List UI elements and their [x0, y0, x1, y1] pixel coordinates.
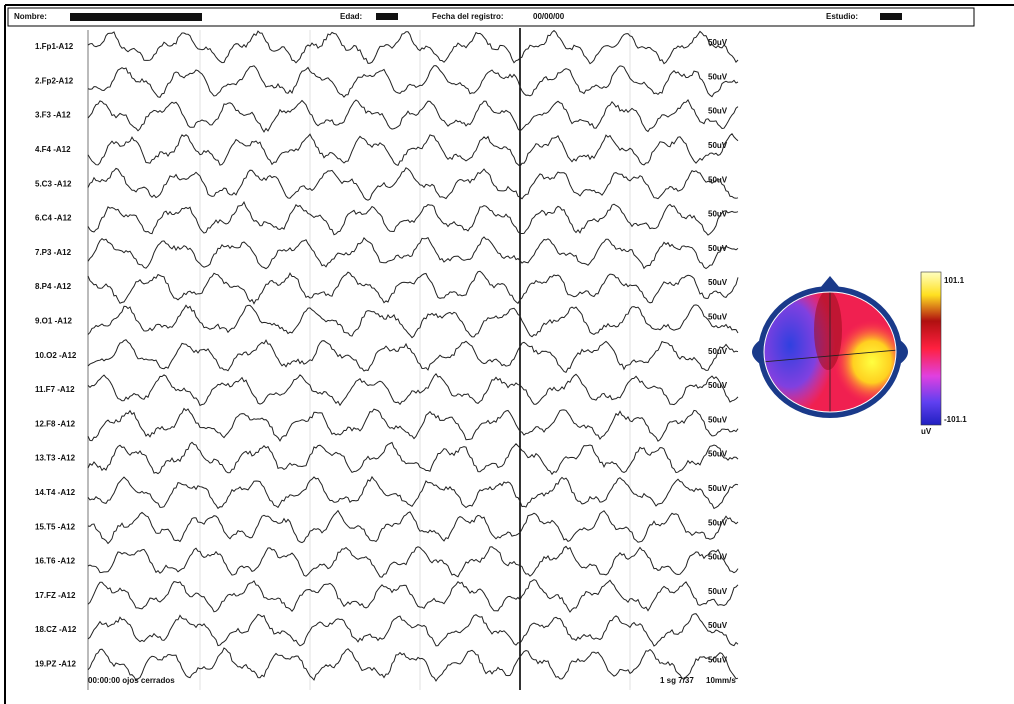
- channel-label: 15.T5 -A12: [35, 522, 76, 531]
- channel-label: 5.C3 -A12: [35, 179, 72, 188]
- eeg-page: Nombre: Edad: Fecha del registro: 00/00/…: [0, 0, 1014, 704]
- eeg-trace: [88, 648, 738, 681]
- event-label: 00:00:00 ojos cerrados: [88, 676, 175, 685]
- eeg-trace: [88, 409, 738, 442]
- channel-label: 14.T4 -A12: [35, 488, 76, 497]
- channel-scale: 50uV: [708, 415, 728, 424]
- channel-label: 11.F7 -A12: [35, 385, 75, 394]
- redaction: [70, 13, 202, 21]
- scale-min: -101.1: [944, 415, 967, 424]
- channel-scale: 50uV: [708, 313, 728, 322]
- date-label: Fecha del registro:: [432, 12, 504, 21]
- eeg-trace: [88, 237, 738, 269]
- channel-label: 6.C4 -A12: [35, 214, 72, 223]
- channel-label: 19.PZ -A12: [35, 660, 76, 669]
- eeg-trace: [88, 31, 738, 64]
- channel-scale: 50uV: [708, 107, 728, 116]
- channel-scale: 50uV: [708, 278, 728, 287]
- eeg-trace: [88, 168, 738, 200]
- channel-scale: 50uV: [708, 484, 728, 493]
- eeg-trace: [88, 546, 738, 577]
- channel-scale: 50uV: [708, 621, 728, 630]
- channel-label: 4.F4 -A12: [35, 145, 71, 154]
- channel-scale: 50uV: [708, 72, 728, 81]
- date: 00/00/00: [533, 12, 565, 21]
- channel-scale: 50uV: [708, 587, 728, 596]
- scale-max: 101.1: [944, 276, 965, 285]
- eeg-trace: [88, 134, 738, 167]
- eeg-trace: [88, 442, 738, 474]
- eeg-trace: [88, 305, 738, 338]
- eeg-trace: [88, 580, 738, 612]
- name-label: Nombre:: [14, 12, 47, 21]
- age-label: Edad:: [340, 12, 362, 21]
- channel-scale: 50uV: [708, 553, 728, 562]
- channel-label: 10.O2 -A12: [35, 351, 77, 360]
- map-dark: [814, 290, 842, 370]
- channel-scale: 50uV: [708, 518, 728, 527]
- speed: 10mm/s: [706, 676, 736, 685]
- eeg-traces: 1.Fp1-A12 50uV 2.Fp2-A12 50uV 3.F3 -A12 50uV 4…: [35, 28, 738, 690]
- channel-scale: 50uV: [708, 381, 728, 390]
- channel-label: 3.F3 -A12: [35, 111, 71, 120]
- channel-label: 8.P4 -A12: [35, 282, 72, 291]
- channel-label: 1.Fp1-A12: [35, 42, 74, 51]
- channel-label: 12.F8 -A12: [35, 419, 76, 428]
- left-ear: [752, 340, 760, 364]
- eeg-trace: [88, 511, 738, 544]
- channel-label: 2.Fp2-A12: [35, 76, 74, 85]
- channel-label: 16.T6 -A12: [35, 557, 76, 566]
- redaction: [880, 13, 902, 20]
- channel-label: 17.FZ -A12: [35, 591, 76, 600]
- eeg-trace: [88, 374, 738, 406]
- channel-scale: 50uV: [708, 141, 728, 150]
- eeg-trace: [88, 340, 738, 373]
- right-ear: [900, 340, 908, 364]
- timebase: 1 sg 7/37: [660, 676, 694, 685]
- channel-label: 13.T3 -A12: [35, 454, 76, 463]
- channel-label: 7.P3 -A12: [35, 248, 72, 257]
- eeg-trace: [88, 614, 738, 646]
- color-scale: [921, 272, 941, 425]
- nose: [820, 276, 840, 288]
- eeg-trace: [88, 66, 738, 98]
- eeg-trace: [88, 271, 738, 303]
- channel-label: 9.O1 -A12: [35, 317, 72, 326]
- topomap: 101.1 -101.1 uV: [745, 272, 967, 436]
- channel-label: 18.CZ -A12: [35, 625, 77, 634]
- scale-unit: uV: [921, 427, 932, 436]
- eeg-trace: [88, 477, 738, 509]
- channel-scale: 50uV: [708, 450, 728, 459]
- redaction: [376, 13, 398, 20]
- study-label: Estudio:: [826, 12, 858, 21]
- eeg-trace: [88, 100, 738, 132]
- eeg-trace: [88, 202, 738, 235]
